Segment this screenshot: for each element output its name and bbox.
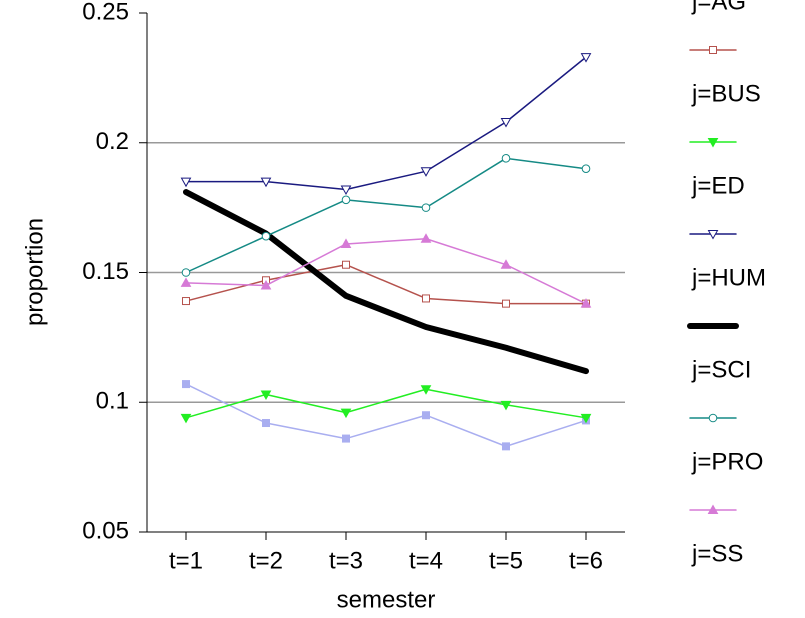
data-point (340, 408, 352, 419)
series-line (185, 56, 587, 191)
data-point (420, 167, 432, 177)
data-point (260, 279, 272, 290)
data-point (262, 419, 270, 428)
data-point (342, 260, 350, 269)
x-axis-label: semester (337, 586, 436, 613)
data-point (422, 411, 430, 420)
data-point (340, 185, 352, 195)
series-line (185, 263, 587, 305)
legend-label: j=HUM (691, 264, 766, 291)
legend-label: j=AG (691, 0, 746, 15)
data-point (181, 268, 191, 277)
legend-marker (708, 413, 718, 423)
data-point (502, 442, 510, 451)
data-point (421, 203, 431, 212)
y-axis-label: proportion (21, 218, 48, 326)
x-tick-label: t=4 (409, 547, 443, 574)
data-point (342, 434, 350, 443)
data-point (581, 164, 591, 173)
legend-marker (707, 138, 719, 148)
y-tick-label: 0.2 (96, 128, 129, 155)
series-line (185, 238, 587, 305)
data-point (420, 233, 432, 243)
data-point (580, 53, 592, 63)
y-tick-label: 0.05 (82, 517, 129, 544)
x-tick-label: t=3 (329, 547, 363, 574)
legend-label: j=BUS (691, 80, 761, 107)
data-point (420, 385, 432, 395)
legend-marker (709, 46, 717, 54)
series-line (185, 383, 587, 448)
data-point (580, 413, 592, 424)
legend-marker (707, 230, 719, 240)
series-line (185, 157, 587, 274)
series-line (183, 189, 589, 375)
data-point (260, 177, 272, 188)
data-point (182, 380, 190, 389)
data-point (261, 231, 271, 241)
data-point (500, 259, 512, 269)
series-line (185, 388, 587, 419)
x-tick-label: t=5 (489, 547, 523, 574)
data-point (340, 238, 352, 248)
x-tick-label: t=2 (249, 547, 283, 574)
legend-label: j=SCI (691, 356, 751, 383)
data-point (500, 117, 512, 128)
legend-label: j=SS (691, 540, 743, 567)
y-tick-label: 0.15 (82, 258, 129, 285)
data-point (500, 400, 512, 411)
y-tick-label: 0.1 (96, 388, 129, 415)
legend-marker (707, 504, 719, 514)
x-tick-label: t=6 (569, 547, 603, 574)
data-point (260, 390, 272, 400)
data-point (422, 294, 430, 303)
x-tick-label: t=1 (169, 547, 203, 574)
data-point (341, 195, 351, 205)
legend-label: j=ED (691, 172, 745, 199)
legend-label: j=PRO (691, 448, 763, 475)
data-point (580, 298, 592, 308)
data-point (180, 177, 192, 188)
data-point (180, 413, 192, 424)
data-point (502, 299, 510, 308)
y-tick-label: 0.25 (82, 0, 129, 25)
data-point (182, 297, 190, 306)
data-point (501, 154, 511, 163)
data-point (180, 277, 192, 287)
